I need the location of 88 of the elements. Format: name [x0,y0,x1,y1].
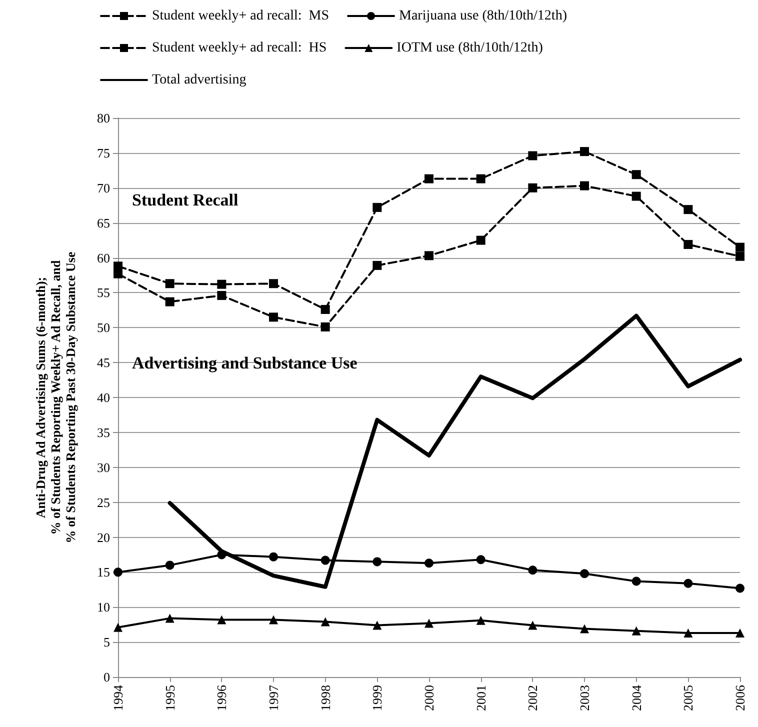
x-tick-label: 1994 [110,684,126,711]
point [372,260,382,270]
point [424,174,434,184]
point [165,279,174,288]
y-tick-label: 80 [97,110,110,126]
point [165,614,174,623]
legend-label: Total advertising [152,72,246,88]
point [269,552,278,562]
point [632,192,641,201]
annotation: Advertising and Substance Use [132,354,358,372]
point [632,626,641,636]
y-tick-label: 40 [97,390,110,405]
point [165,297,174,306]
point [424,618,434,628]
point [320,617,330,626]
point [736,252,744,261]
point [580,569,589,578]
x-tick-label: 1998 [318,685,333,711]
point [217,290,226,300]
y-tick-label: 20 [97,530,110,545]
point [632,576,641,586]
point [269,312,278,322]
legend-label: Student weekly+ ad recall: HS [152,40,327,56]
y-tick-label: 45 [97,355,110,370]
x-tick-label: 2002 [525,685,540,711]
point [684,205,693,214]
point [736,584,744,593]
x-tick-label: 2001 [473,685,488,711]
point [269,279,278,288]
point [424,251,434,260]
point [217,280,226,289]
point [528,151,538,160]
point [684,240,693,249]
y-tick-label: 55 [97,285,110,300]
point [320,322,330,332]
x-tick-label: 1999 [370,685,385,711]
y-tick-label: 0 [104,670,110,684]
point [684,578,693,588]
y-tick-label: 35 [97,424,110,440]
point [372,620,382,630]
point [217,615,226,624]
y-tick-label: 70 [97,180,110,196]
legend-label: IOTM use (8th/10th/12th) [396,40,544,56]
x-tick-label: 2000 [422,685,436,711]
legend-label: Marijuana use (8th/10th/12th) [399,8,568,24]
point [736,242,744,252]
y-axis-title: Anti-Drug Ad Advertising Sums (6-month); % of Students Reporting Weekly+ Ad Recall, and % of Students Reporting Past 30-Day Substance Use [33,252,78,544]
y-tick-label: 30 [97,460,110,475]
point [476,236,486,245]
point [372,202,382,212]
point [684,628,693,638]
y-tick-label: 75 [97,145,110,160]
point [580,147,589,156]
point [736,628,744,638]
point [217,550,226,560]
x-tick-label: 1996 [214,684,230,711]
point [528,183,538,192]
x-tick-label: 2004 [628,684,644,711]
point [424,558,434,568]
point [632,170,641,180]
point [476,616,486,625]
x-tick-label: 2005 [680,685,696,711]
point [320,304,330,314]
point [269,615,278,624]
point [528,566,538,575]
x-tick-label: 2006 [732,684,748,711]
point [580,181,589,190]
y-tick-label: 5 [104,634,110,650]
point [580,624,589,634]
x-tick-label: 2003 [577,685,592,711]
y-tick-label: 10 [97,600,110,615]
point [114,568,122,577]
point [372,557,382,566]
point [528,620,538,630]
point [320,556,330,565]
y-tick-label: 50 [97,320,110,336]
x-tick-label: 1997 [266,684,281,711]
legend-label: Student weekly+ ad recall: MS [152,8,330,24]
point [114,622,122,632]
point [165,560,174,570]
annotation: Student Recall [132,190,239,210]
point [476,555,486,564]
point [476,174,486,184]
y-tick-label: 60 [97,250,110,266]
y-tick-label: 25 [97,494,110,510]
y-tick-label: 15 [97,564,110,580]
x-tick-label: 1995 [162,685,178,711]
y-tick-label: 65 [97,215,110,230]
